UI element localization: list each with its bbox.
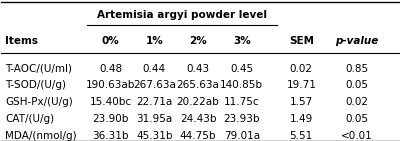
Text: 0.05: 0.05 — [346, 81, 368, 90]
Text: SEM: SEM — [289, 36, 314, 46]
Text: 1.49: 1.49 — [290, 114, 313, 124]
Text: 79.01a: 79.01a — [224, 131, 260, 140]
Text: 24.43b: 24.43b — [180, 114, 216, 124]
Text: 44.75b: 44.75b — [180, 131, 216, 140]
Text: 0%: 0% — [102, 36, 120, 46]
Text: 45.31b: 45.31b — [136, 131, 172, 140]
Text: p-value: p-value — [335, 36, 378, 46]
Text: Artemisia argyi powder level: Artemisia argyi powder level — [97, 10, 267, 20]
Text: 190.63ab: 190.63ab — [86, 81, 135, 90]
Text: 0.02: 0.02 — [346, 97, 368, 107]
Text: GSH-Px/(U/g): GSH-Px/(U/g) — [5, 97, 73, 107]
Text: 2%: 2% — [189, 36, 207, 46]
Text: 0.05: 0.05 — [346, 114, 368, 124]
Text: 15.40bc: 15.40bc — [90, 97, 132, 107]
Text: 1.57: 1.57 — [290, 97, 313, 107]
Text: 0.44: 0.44 — [143, 64, 166, 74]
Text: 22.71a: 22.71a — [136, 97, 172, 107]
Text: 0.48: 0.48 — [99, 64, 122, 74]
Text: T-AOC/(U/ml): T-AOC/(U/ml) — [5, 64, 72, 74]
Text: 23.90b: 23.90b — [92, 114, 129, 124]
Text: 36.31b: 36.31b — [92, 131, 129, 140]
Text: 140.85b: 140.85b — [220, 81, 263, 90]
Text: 20.22ab: 20.22ab — [177, 97, 219, 107]
Text: 11.75c: 11.75c — [224, 97, 260, 107]
Text: 267.63a: 267.63a — [133, 81, 176, 90]
Text: 0.02: 0.02 — [290, 64, 313, 74]
Text: 5.51: 5.51 — [290, 131, 313, 140]
Text: 0.43: 0.43 — [186, 64, 210, 74]
Text: 0.45: 0.45 — [230, 64, 253, 74]
Text: CAT/(U/g): CAT/(U/g) — [5, 114, 54, 124]
Text: MDA/(nmol/g): MDA/(nmol/g) — [5, 131, 77, 140]
Text: 0.85: 0.85 — [345, 64, 368, 74]
Text: 1%: 1% — [146, 36, 163, 46]
Text: T-SOD/(U/g): T-SOD/(U/g) — [5, 81, 66, 90]
Text: <0.01: <0.01 — [341, 131, 373, 140]
Text: 19.71: 19.71 — [286, 81, 316, 90]
Text: 23.93b: 23.93b — [224, 114, 260, 124]
Text: Items: Items — [5, 36, 38, 46]
Text: 265.63a: 265.63a — [176, 81, 220, 90]
Text: 31.95a: 31.95a — [136, 114, 172, 124]
Text: 3%: 3% — [233, 36, 250, 46]
